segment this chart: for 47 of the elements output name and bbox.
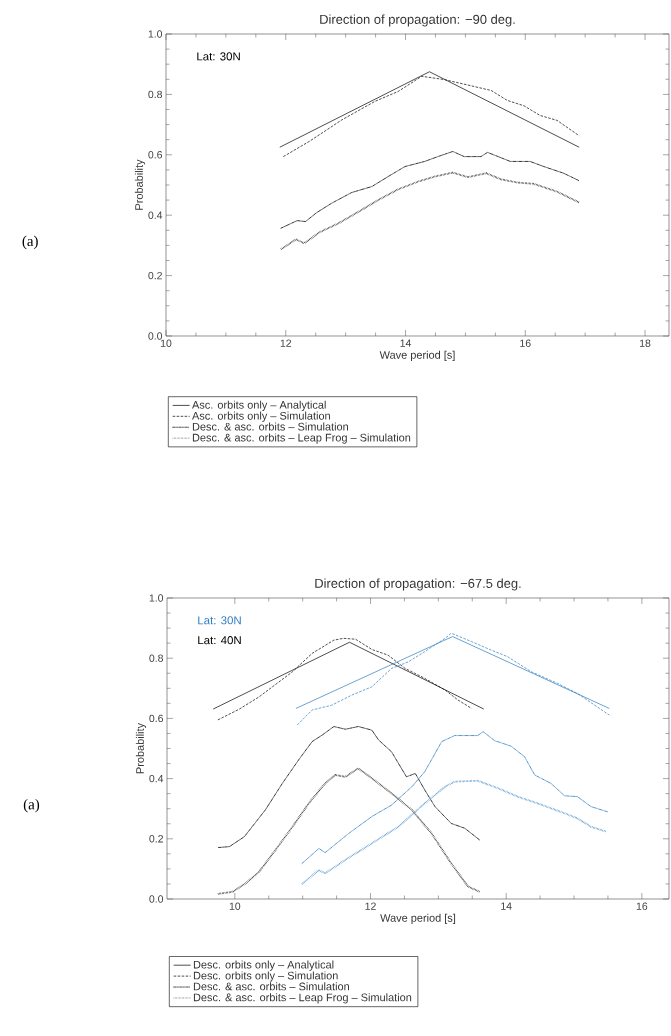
legend-label: Desc. orbits only – Analytical [193, 960, 334, 971]
x-tick-label: 16 [520, 339, 531, 347]
line-series [296, 632, 610, 726]
line-series [216, 767, 481, 895]
x-tick-label: 14 [400, 339, 412, 347]
chart-title: Direction of propagation: −67.5 deg. [315, 578, 521, 591]
line-series [280, 171, 581, 251]
legend-label: Asc. orbits only – Simulation [192, 411, 330, 422]
annotation: Lat: 30N [197, 52, 240, 61]
y-tick-label: 0.4 [149, 774, 164, 783]
legend-label: Desc. & asc. orbits – Leap Frog – Simulation [193, 993, 412, 1004]
annotation: Lat: 30N [198, 616, 241, 625]
line-series [218, 726, 481, 848]
y-tick-label: 1.0 [149, 594, 164, 602]
y-tick-label: 0.2 [148, 271, 162, 280]
x-tick-label: 14 [501, 902, 512, 910]
chart-title: Direction of propagation: −90 deg. [320, 14, 515, 27]
legend-label: Desc. & asc. orbits – Simulation [192, 422, 348, 431]
line-series [280, 151, 579, 229]
x-tick-label: 12 [365, 902, 376, 910]
y-tick-label: 0.8 [148, 90, 163, 99]
x-tick-label: 12 [280, 339, 292, 347]
x-tick-label: 18 [640, 339, 651, 347]
legend-label: Desc. orbits only – Simulation [193, 971, 338, 982]
x-tick-label: 16 [636, 902, 648, 910]
x-tick-label: 10 [160, 339, 172, 347]
text: (a) [22, 235, 38, 250]
y-tick-label: 1.0 [148, 30, 163, 38]
y-tick-label: 0.2 [149, 835, 163, 843]
x-tick-label: 10 [229, 902, 241, 910]
legend-label: Asc. orbits only – Analytical [192, 400, 326, 411]
y-tick-label: 0.6 [149, 714, 164, 723]
x-axis-title: Wave period [s] [380, 913, 456, 924]
y-tick-label: 0.8 [149, 654, 164, 662]
legend-label: Desc. & asc. orbits – Leap Frog – Simulation [192, 433, 411, 444]
x-axis-title: Wave period [s] [379, 350, 455, 361]
legend-label: Desc. & asc. orbits – Simulation [193, 982, 349, 991]
y-tick-label: 0.0 [149, 895, 164, 903]
y-axis-title: Probability [134, 159, 146, 210]
y-tick-label: 0.4 [148, 211, 163, 219]
line-series [283, 75, 580, 157]
line-series [301, 731, 608, 864]
annotation: Lat: 40N [198, 636, 241, 645]
y-tick-label: 0.6 [148, 151, 163, 159]
y-tick-label: 0.0 [148, 332, 163, 340]
text: (a) [23, 798, 40, 813]
y-axis-title: Probability [135, 722, 147, 774]
